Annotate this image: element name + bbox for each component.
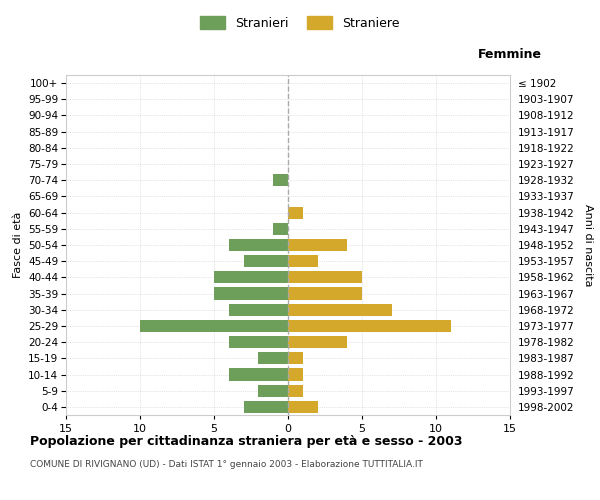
Y-axis label: Anni di nascita: Anni di nascita xyxy=(583,204,593,286)
Bar xyxy=(288,384,303,397)
Bar xyxy=(229,368,288,380)
Legend: Stranieri, Straniere: Stranieri, Straniere xyxy=(195,11,405,35)
Bar xyxy=(288,368,303,380)
Bar xyxy=(288,304,392,316)
Bar xyxy=(214,272,288,283)
Bar xyxy=(259,384,288,397)
Bar xyxy=(288,401,317,413)
Bar xyxy=(288,288,362,300)
Bar xyxy=(229,336,288,348)
Bar xyxy=(288,336,347,348)
Bar xyxy=(288,255,317,268)
Bar xyxy=(229,304,288,316)
Bar xyxy=(288,239,347,251)
Text: Popolazione per cittadinanza straniera per età e sesso - 2003: Popolazione per cittadinanza straniera p… xyxy=(30,435,463,448)
Y-axis label: Fasce di età: Fasce di età xyxy=(13,212,23,278)
Bar xyxy=(273,174,288,186)
Bar xyxy=(259,352,288,364)
Bar xyxy=(244,255,288,268)
Bar xyxy=(288,272,362,283)
Bar xyxy=(288,206,303,218)
Text: COMUNE DI RIVIGNANO (UD) - Dati ISTAT 1° gennaio 2003 - Elaborazione TUTTITALIA.: COMUNE DI RIVIGNANO (UD) - Dati ISTAT 1°… xyxy=(30,460,423,469)
Text: Femmine: Femmine xyxy=(478,48,542,62)
Bar xyxy=(229,239,288,251)
Bar xyxy=(214,288,288,300)
Bar xyxy=(273,222,288,235)
Bar xyxy=(288,320,451,332)
Bar xyxy=(288,352,303,364)
Bar xyxy=(140,320,288,332)
Bar xyxy=(244,401,288,413)
